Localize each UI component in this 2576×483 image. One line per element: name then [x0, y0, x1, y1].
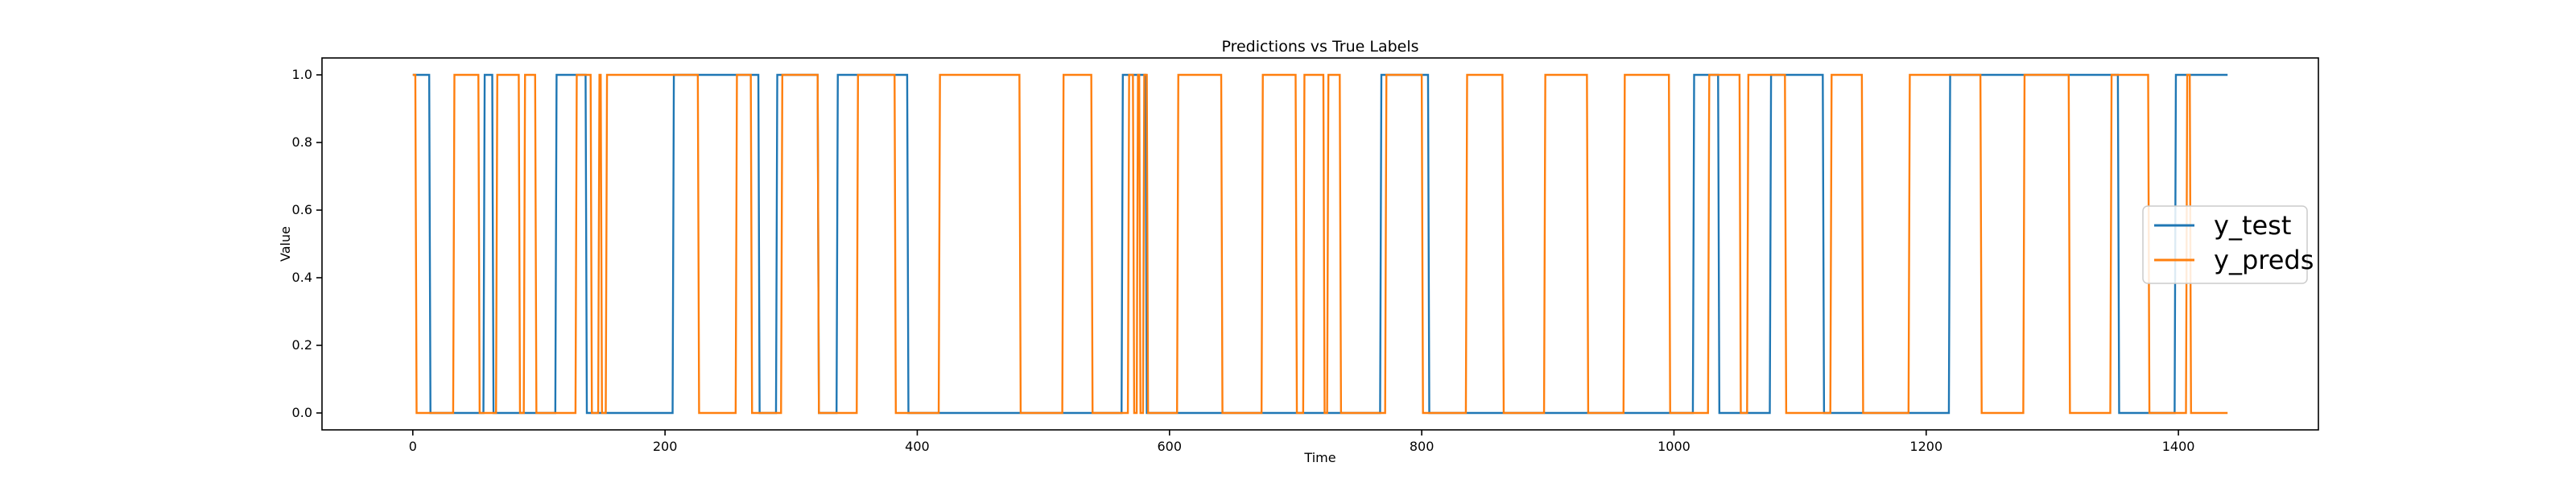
legend-label-y-test: y_test	[2214, 210, 2291, 241]
plot-frame	[321, 57, 2319, 431]
x-tick-label: 0	[409, 439, 417, 454]
series-line-y-test	[412, 73, 2228, 415]
y-tick-label: 0.8	[292, 134, 312, 150]
x-tick-label: 600	[1158, 439, 1183, 454]
y-tick-label: 0.2	[292, 337, 312, 353]
series-layer	[412, 73, 2228, 415]
chart-title: Predictions vs True Labels	[1221, 38, 1418, 56]
x-axis-label: Time	[1303, 450, 1335, 465]
x-tick-label: 1200	[1909, 439, 1942, 454]
x-tick-label: 1000	[1657, 439, 1690, 454]
x-tick-label: 200	[653, 439, 678, 454]
y-tick-label: 0.6	[292, 202, 312, 217]
series-line-y-preds	[412, 73, 2228, 415]
y-tick-label: 0.0	[292, 405, 312, 420]
x-tick-label: 1400	[2162, 439, 2195, 454]
legend-label-y-preds: y_preds	[2214, 245, 2314, 275]
x-tick-label: 800	[1410, 439, 1435, 454]
x-axis: 0 200 400 600 800 1000 1200 1400	[409, 430, 2195, 454]
y-tick-label: 0.4	[292, 270, 312, 285]
x-tick-label: 400	[905, 439, 930, 454]
y-axis: 0.0 0.2 0.4 0.6 0.8 1.0	[292, 67, 322, 420]
y-axis-label: Value	[278, 226, 293, 262]
legend: y_test y_preds	[2142, 205, 2314, 284]
y-tick-label: 1.0	[292, 67, 312, 82]
